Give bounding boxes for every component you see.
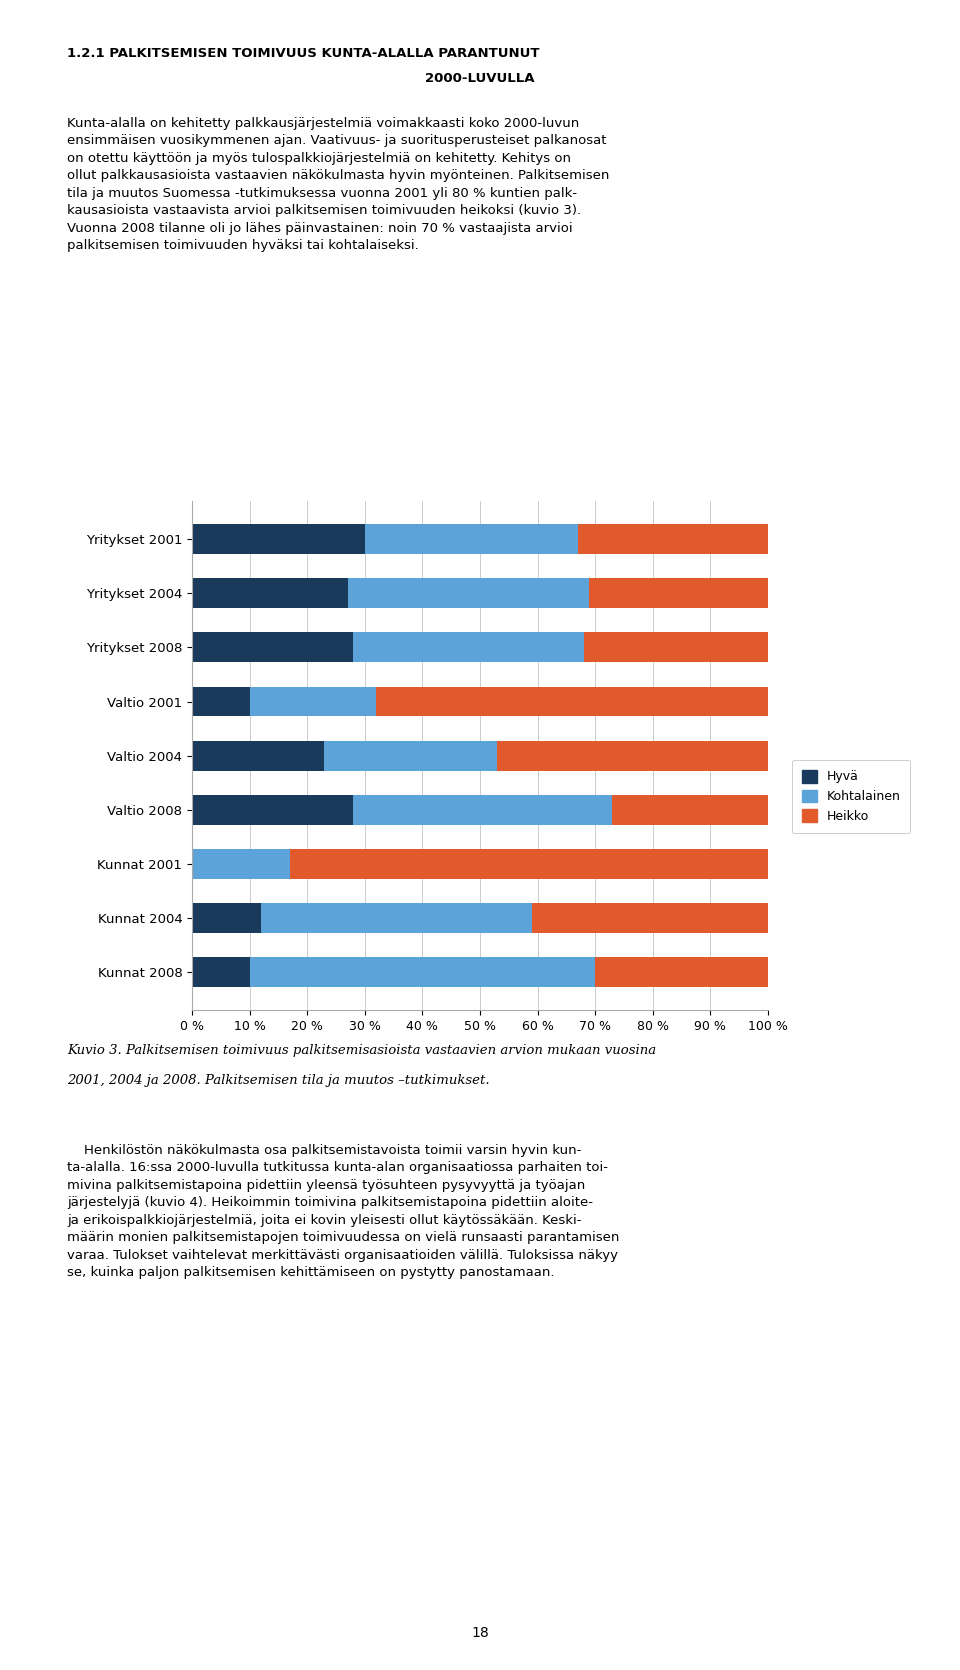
Text: Kuvio 3. Palkitsemisen toimivuus palkitsemisasioista vastaavien arvion mukaan vu: Kuvio 3. Palkitsemisen toimivuus palkits… (67, 1044, 657, 1057)
Bar (192, 524, 365, 554)
Bar (353, 795, 612, 825)
Bar (497, 741, 768, 770)
Bar (353, 633, 584, 663)
Bar (589, 578, 768, 608)
Text: Henkilöstön näkökulmasta osa palkitsemistavoista toimii varsin hyvin kun-
ta-ala: Henkilöstön näkökulmasta osa palkitsemis… (67, 1144, 619, 1279)
Bar (595, 957, 768, 987)
Bar (192, 903, 261, 934)
Bar (348, 578, 589, 608)
Bar (365, 524, 578, 554)
Bar (290, 848, 768, 878)
Bar (578, 524, 768, 554)
Bar (324, 741, 497, 770)
Bar (192, 848, 290, 878)
Bar (192, 686, 250, 716)
Bar (192, 795, 353, 825)
Bar (376, 686, 768, 716)
Legend: Hyvä, Kohtalainen, Heikko: Hyvä, Kohtalainen, Heikko (792, 760, 910, 833)
Bar (192, 633, 353, 663)
Bar (584, 633, 768, 663)
Bar (261, 903, 532, 934)
Bar (612, 795, 768, 825)
Bar (532, 903, 768, 934)
Bar (250, 957, 595, 987)
Text: 18: 18 (471, 1627, 489, 1640)
Text: 1.2.1 PALKITSEMISEN TOIMIVUUS KUNTA-ALALLA PARANTUNUT: 1.2.1 PALKITSEMISEN TOIMIVUUS KUNTA-ALAL… (67, 47, 540, 60)
Bar (192, 741, 324, 770)
Text: 2001, 2004 ja 2008. Palkitsemisen tila ja muutos –tutkimukset.: 2001, 2004 ja 2008. Palkitsemisen tila j… (67, 1074, 490, 1087)
Bar (192, 578, 348, 608)
Text: 2000-LUVULLA: 2000-LUVULLA (425, 72, 535, 85)
Bar (250, 686, 376, 716)
Text: Kunta-alalla on kehitetty palkkausjärjestelmiä voimakkaasti koko 2000-luvun
ensi: Kunta-alalla on kehitetty palkkausjärjes… (67, 117, 610, 252)
Bar (192, 957, 250, 987)
